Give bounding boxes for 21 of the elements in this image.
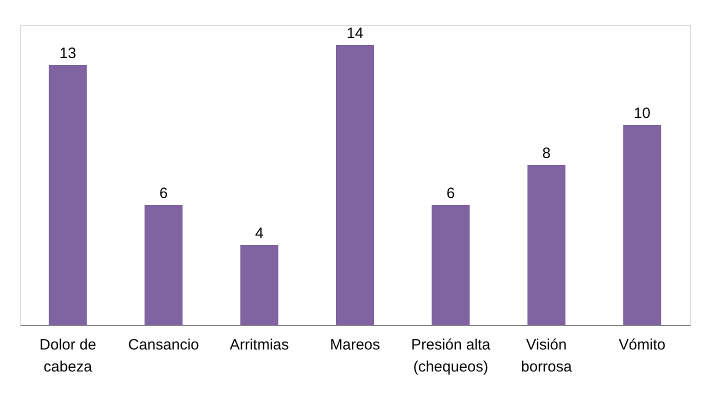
bar [336, 45, 374, 325]
data-label: 6 [446, 185, 455, 202]
data-label: 13 [60, 45, 76, 62]
bar [144, 205, 183, 325]
x-tick-label: Mareos [330, 336, 380, 354]
data-label: 6 [159, 185, 168, 202]
x-tick-label: Visión borrosa [521, 336, 573, 376]
bar [527, 165, 566, 325]
data-label: 8 [542, 145, 551, 162]
bar [623, 125, 662, 325]
x-tick-label: Vómito [618, 336, 666, 354]
x-tick-label: Cansancio [128, 336, 200, 354]
data-label: 4 [255, 225, 264, 242]
bar [48, 65, 87, 325]
data-label: 14 [346, 25, 364, 42]
x-tick-label: Arritmias [230, 336, 289, 354]
bar [240, 245, 278, 325]
bar [432, 205, 470, 325]
data-label: 10 [634, 105, 650, 122]
x-tick-label: Presión alta (chequeos) [411, 336, 491, 376]
x-tick-label: Dolor de cabeza [40, 336, 96, 376]
